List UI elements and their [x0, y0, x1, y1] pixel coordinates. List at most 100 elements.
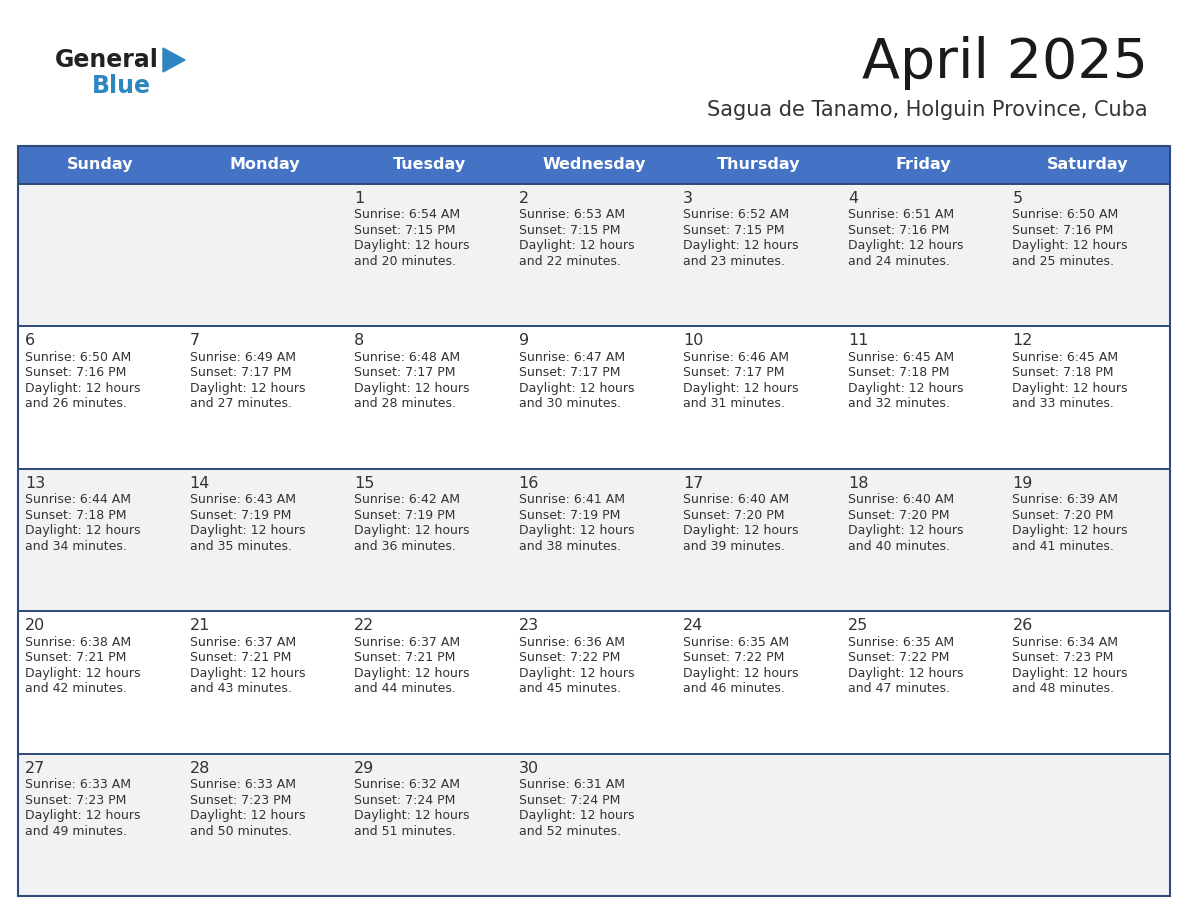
Text: and 32 minutes.: and 32 minutes. [848, 397, 949, 410]
Text: 27: 27 [25, 761, 45, 776]
Text: and 24 minutes.: and 24 minutes. [848, 255, 949, 268]
Text: Sunset: 7:23 PM: Sunset: 7:23 PM [1012, 651, 1114, 665]
Text: Daylight: 12 hours: Daylight: 12 hours [683, 524, 798, 537]
Text: Daylight: 12 hours: Daylight: 12 hours [1012, 524, 1127, 537]
Text: Daylight: 12 hours: Daylight: 12 hours [519, 524, 634, 537]
Text: Sunset: 7:16 PM: Sunset: 7:16 PM [848, 224, 949, 237]
Text: Sunset: 7:19 PM: Sunset: 7:19 PM [519, 509, 620, 521]
Text: 26: 26 [1012, 618, 1032, 633]
Text: Sunrise: 6:42 AM: Sunrise: 6:42 AM [354, 493, 460, 507]
Text: Daylight: 12 hours: Daylight: 12 hours [190, 809, 305, 823]
Text: 30: 30 [519, 761, 539, 776]
Text: Daylight: 12 hours: Daylight: 12 hours [190, 666, 305, 679]
Text: Sunrise: 6:52 AM: Sunrise: 6:52 AM [683, 208, 789, 221]
Text: Sunset: 7:19 PM: Sunset: 7:19 PM [354, 509, 455, 521]
Text: Blue: Blue [91, 74, 151, 98]
Text: Sunrise: 6:43 AM: Sunrise: 6:43 AM [190, 493, 296, 507]
Text: Daylight: 12 hours: Daylight: 12 hours [354, 809, 469, 823]
Text: 25: 25 [848, 618, 868, 633]
Text: 3: 3 [683, 191, 694, 206]
Text: 4: 4 [848, 191, 858, 206]
Polygon shape [163, 48, 185, 72]
Text: Sagua de Tanamo, Holguin Province, Cuba: Sagua de Tanamo, Holguin Province, Cuba [707, 100, 1148, 120]
Text: Sunset: 7:18 PM: Sunset: 7:18 PM [1012, 366, 1114, 379]
Text: Sunset: 7:22 PM: Sunset: 7:22 PM [519, 651, 620, 665]
Text: 29: 29 [354, 761, 374, 776]
Text: Sunrise: 6:37 AM: Sunrise: 6:37 AM [190, 635, 296, 649]
Text: and 31 minutes.: and 31 minutes. [683, 397, 785, 410]
Text: 6: 6 [25, 333, 36, 349]
Text: Daylight: 12 hours: Daylight: 12 hours [25, 809, 140, 823]
Text: Sunrise: 6:49 AM: Sunrise: 6:49 AM [190, 351, 296, 364]
Text: Daylight: 12 hours: Daylight: 12 hours [25, 524, 140, 537]
Text: Daylight: 12 hours: Daylight: 12 hours [190, 524, 305, 537]
Text: 17: 17 [683, 476, 703, 491]
Text: Thursday: Thursday [716, 158, 801, 173]
Text: Daylight: 12 hours: Daylight: 12 hours [354, 524, 469, 537]
Text: Sunrise: 6:35 AM: Sunrise: 6:35 AM [683, 635, 789, 649]
Text: Saturday: Saturday [1047, 158, 1129, 173]
Text: Sunset: 7:21 PM: Sunset: 7:21 PM [354, 651, 455, 665]
Text: and 27 minutes.: and 27 minutes. [190, 397, 291, 410]
Text: and 38 minutes.: and 38 minutes. [519, 540, 620, 553]
Text: Daylight: 12 hours: Daylight: 12 hours [1012, 240, 1127, 252]
Text: 22: 22 [354, 618, 374, 633]
Text: and 28 minutes.: and 28 minutes. [354, 397, 456, 410]
Text: and 39 minutes.: and 39 minutes. [683, 540, 785, 553]
Text: Sunset: 7:23 PM: Sunset: 7:23 PM [190, 793, 291, 807]
Text: and 42 minutes.: and 42 minutes. [25, 682, 127, 695]
Text: Sunrise: 6:45 AM: Sunrise: 6:45 AM [1012, 351, 1119, 364]
Text: 7: 7 [190, 333, 200, 349]
Text: and 26 minutes.: and 26 minutes. [25, 397, 127, 410]
Text: Daylight: 12 hours: Daylight: 12 hours [354, 666, 469, 679]
Text: 14: 14 [190, 476, 210, 491]
Text: 20: 20 [25, 618, 45, 633]
Text: Sunrise: 6:38 AM: Sunrise: 6:38 AM [25, 635, 131, 649]
Text: Sunrise: 6:34 AM: Sunrise: 6:34 AM [1012, 635, 1118, 649]
Text: Daylight: 12 hours: Daylight: 12 hours [519, 809, 634, 823]
Text: Sunset: 7:21 PM: Sunset: 7:21 PM [25, 651, 126, 665]
Text: Daylight: 12 hours: Daylight: 12 hours [848, 382, 963, 395]
Text: Sunrise: 6:53 AM: Sunrise: 6:53 AM [519, 208, 625, 221]
Text: April 2025: April 2025 [862, 36, 1148, 90]
Text: Sunrise: 6:40 AM: Sunrise: 6:40 AM [848, 493, 954, 507]
Text: Daylight: 12 hours: Daylight: 12 hours [683, 382, 798, 395]
Text: Sunrise: 6:32 AM: Sunrise: 6:32 AM [354, 778, 460, 791]
Text: Wednesday: Wednesday [542, 158, 646, 173]
Text: Sunrise: 6:40 AM: Sunrise: 6:40 AM [683, 493, 789, 507]
Text: Sunset: 7:18 PM: Sunset: 7:18 PM [25, 509, 126, 521]
Text: Sunrise: 6:48 AM: Sunrise: 6:48 AM [354, 351, 460, 364]
Text: Sunrise: 6:46 AM: Sunrise: 6:46 AM [683, 351, 789, 364]
Text: 12: 12 [1012, 333, 1032, 349]
Text: Daylight: 12 hours: Daylight: 12 hours [683, 240, 798, 252]
Text: Daylight: 12 hours: Daylight: 12 hours [25, 666, 140, 679]
Text: and 23 minutes.: and 23 minutes. [683, 255, 785, 268]
Text: Sunset: 7:17 PM: Sunset: 7:17 PM [354, 366, 456, 379]
Text: Sunrise: 6:51 AM: Sunrise: 6:51 AM [848, 208, 954, 221]
Text: Sunset: 7:21 PM: Sunset: 7:21 PM [190, 651, 291, 665]
Text: and 41 minutes.: and 41 minutes. [1012, 540, 1114, 553]
Text: and 45 minutes.: and 45 minutes. [519, 682, 620, 695]
Text: Sunrise: 6:44 AM: Sunrise: 6:44 AM [25, 493, 131, 507]
Text: 16: 16 [519, 476, 539, 491]
Bar [18, 146, 1170, 184]
Text: Sunset: 7:17 PM: Sunset: 7:17 PM [683, 366, 785, 379]
Text: 11: 11 [848, 333, 868, 349]
Text: Sunrise: 6:33 AM: Sunrise: 6:33 AM [25, 778, 131, 791]
Text: and 30 minutes.: and 30 minutes. [519, 397, 620, 410]
Text: Daylight: 12 hours: Daylight: 12 hours [190, 382, 305, 395]
Text: and 40 minutes.: and 40 minutes. [848, 540, 950, 553]
Text: Sunrise: 6:45 AM: Sunrise: 6:45 AM [848, 351, 954, 364]
Text: 10: 10 [683, 333, 703, 349]
Text: and 49 minutes.: and 49 minutes. [25, 824, 127, 837]
Bar [18, 469, 1170, 611]
Text: Sunrise: 6:50 AM: Sunrise: 6:50 AM [25, 351, 131, 364]
Text: 28: 28 [190, 761, 210, 776]
Text: and 47 minutes.: and 47 minutes. [848, 682, 950, 695]
Bar [18, 327, 1170, 469]
Text: Sunset: 7:23 PM: Sunset: 7:23 PM [25, 793, 126, 807]
Bar [18, 184, 1170, 327]
Text: Sunset: 7:17 PM: Sunset: 7:17 PM [519, 366, 620, 379]
Text: Sunset: 7:22 PM: Sunset: 7:22 PM [683, 651, 784, 665]
Text: 23: 23 [519, 618, 539, 633]
